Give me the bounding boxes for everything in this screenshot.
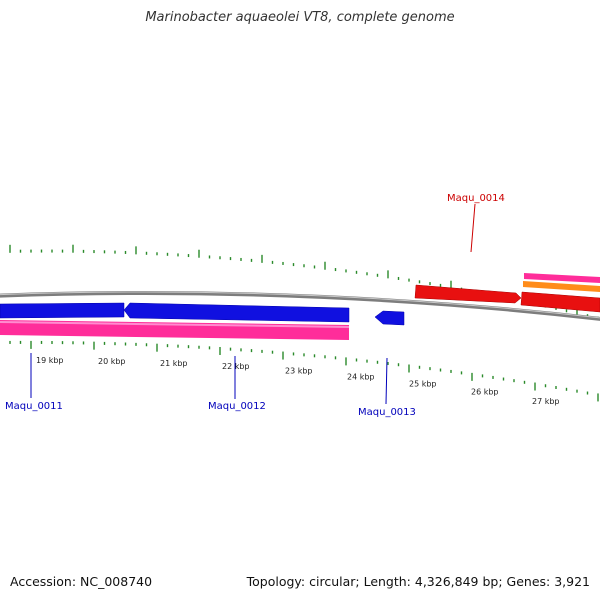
scale-label: 27 kbp: [532, 397, 560, 406]
scale-label: 21 kbp: [160, 359, 188, 368]
label-maqu-0013[interactable]: Maqu_0013: [358, 407, 416, 418]
leader-line-maqu-0014: [470, 203, 476, 253]
gene-maqu-0011-arrow[interactable]: [0, 302, 125, 319]
cds-pink-highlight-left: [0, 321, 349, 328]
genome-backbone: [0, 291, 600, 321]
scale-label: 23 kbp: [285, 367, 313, 376]
gene-maqu-0014-arrow[interactable]: [414, 284, 522, 304]
gc-skew-ticks-top: [9, 244, 599, 320]
scale-label: 26 kbp: [471, 388, 499, 397]
scale-labels: 19 kbp 20 kbp 21 kbp 22 kbp 23 kbp 24 kbp 25 k…: [36, 356, 560, 406]
label-maqu-0012[interactable]: Maqu_0012: [208, 401, 266, 412]
topology-summary-text: Topology: circular; Length: 4,326,849 bp…: [246, 574, 590, 589]
leader-line-maqu-0013: [385, 357, 388, 405]
gene-maqu-0012-arrow[interactable]: [123, 302, 350, 323]
genome-backbone-highlight: [0, 291, 600, 319]
scale-label: 20 kbp: [98, 357, 126, 366]
gc-skew-ticks-bottom: [9, 340, 599, 402]
label-maqu-0014[interactable]: Maqu_0014: [447, 193, 505, 204]
cds-orange-feature-right: [523, 281, 600, 292]
accession-text: Accession: NC_008740: [10, 574, 153, 589]
gene-maqu-0013-arrow[interactable]: [374, 310, 405, 326]
label-maqu-0011[interactable]: Maqu_0011: [5, 401, 63, 412]
scale-label: 22 kbp: [222, 362, 250, 371]
gene-maqu-0015-arrow[interactable]: [520, 291, 600, 313]
scale-label: 24 kbp: [347, 372, 375, 381]
scale-label: 19 kbp: [36, 356, 64, 365]
cds-pink-feature-right: [524, 273, 600, 283]
genome-title: Marinobacter aquaeolei VT8, complete gen…: [145, 10, 455, 25]
scale-label: 25 kbp: [409, 379, 437, 388]
